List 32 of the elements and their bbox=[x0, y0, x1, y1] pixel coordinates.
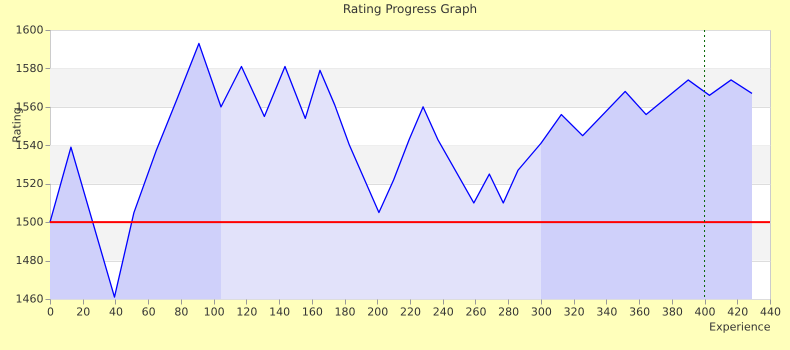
x-tick-label: 440 bbox=[760, 306, 781, 318]
y-tick-label: 1460 bbox=[16, 292, 44, 306]
x-tick-label: 60 bbox=[142, 306, 156, 318]
x-tick-label: 380 bbox=[662, 306, 683, 318]
x-tick-label: 160 bbox=[302, 306, 323, 318]
x-tick-label: 40 bbox=[108, 306, 123, 318]
x-tick-label: 360 bbox=[629, 306, 650, 318]
x-tick-label: 400 bbox=[694, 306, 716, 318]
x-tick-label: 280 bbox=[498, 306, 520, 318]
y-tick-label: 1580 bbox=[16, 62, 44, 75]
x-tick-label: 180 bbox=[334, 306, 356, 318]
x-tick-label: 20 bbox=[76, 306, 90, 318]
chart-title: Rating Progress Graph bbox=[342, 2, 478, 16]
x-tick-label: 240 bbox=[432, 306, 454, 318]
y-tick-label: 1600 bbox=[16, 24, 44, 36]
x-tick-label: 220 bbox=[400, 306, 421, 318]
x-tick-label: 120 bbox=[236, 306, 258, 318]
x-tick-label: 340 bbox=[596, 306, 618, 318]
x-tick-label: 80 bbox=[174, 306, 188, 318]
x-axis-title: Experience bbox=[709, 320, 771, 334]
line-series bbox=[49, 42, 753, 298]
x-tick-label: 420 bbox=[727, 306, 748, 318]
x-tick-label: 260 bbox=[465, 306, 486, 318]
y-tick-label: 1500 bbox=[16, 216, 44, 229]
x-tick-label: 320 bbox=[564, 306, 585, 318]
x-tick-label: 0 bbox=[47, 306, 54, 318]
x-tick-label: 200 bbox=[367, 306, 388, 318]
x-tick-label: 100 bbox=[204, 306, 225, 318]
x-tick-label: 140 bbox=[269, 306, 290, 318]
y-tick-label: 1480 bbox=[16, 254, 44, 268]
y-tick-label: 1520 bbox=[16, 177, 44, 190]
x-tick-label: 300 bbox=[530, 306, 552, 318]
